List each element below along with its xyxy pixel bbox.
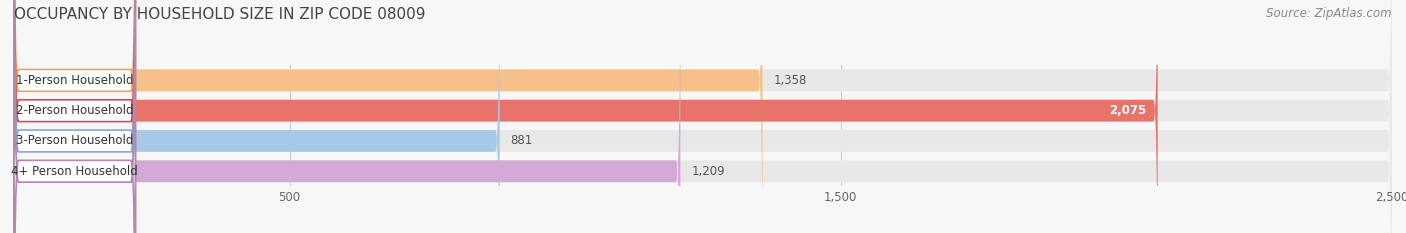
FancyBboxPatch shape xyxy=(14,0,135,233)
Text: 4+ Person Household: 4+ Person Household xyxy=(11,165,138,178)
Text: 881: 881 xyxy=(510,134,533,147)
Text: 1,209: 1,209 xyxy=(692,165,725,178)
Text: Source: ZipAtlas.com: Source: ZipAtlas.com xyxy=(1267,7,1392,20)
FancyBboxPatch shape xyxy=(14,0,135,233)
FancyBboxPatch shape xyxy=(14,0,135,233)
FancyBboxPatch shape xyxy=(14,0,1392,233)
FancyBboxPatch shape xyxy=(14,0,1392,233)
FancyBboxPatch shape xyxy=(14,0,681,233)
Text: 3-Person Household: 3-Person Household xyxy=(15,134,134,147)
FancyBboxPatch shape xyxy=(14,0,135,233)
FancyBboxPatch shape xyxy=(14,0,762,233)
Text: OCCUPANCY BY HOUSEHOLD SIZE IN ZIP CODE 08009: OCCUPANCY BY HOUSEHOLD SIZE IN ZIP CODE … xyxy=(14,7,426,22)
Text: 2,075: 2,075 xyxy=(1109,104,1147,117)
Text: 1,358: 1,358 xyxy=(773,74,807,87)
Text: 2-Person Household: 2-Person Household xyxy=(15,104,134,117)
Text: 1-Person Household: 1-Person Household xyxy=(15,74,134,87)
FancyBboxPatch shape xyxy=(14,0,1392,233)
FancyBboxPatch shape xyxy=(14,0,1392,233)
FancyBboxPatch shape xyxy=(14,0,499,233)
FancyBboxPatch shape xyxy=(14,0,1157,233)
